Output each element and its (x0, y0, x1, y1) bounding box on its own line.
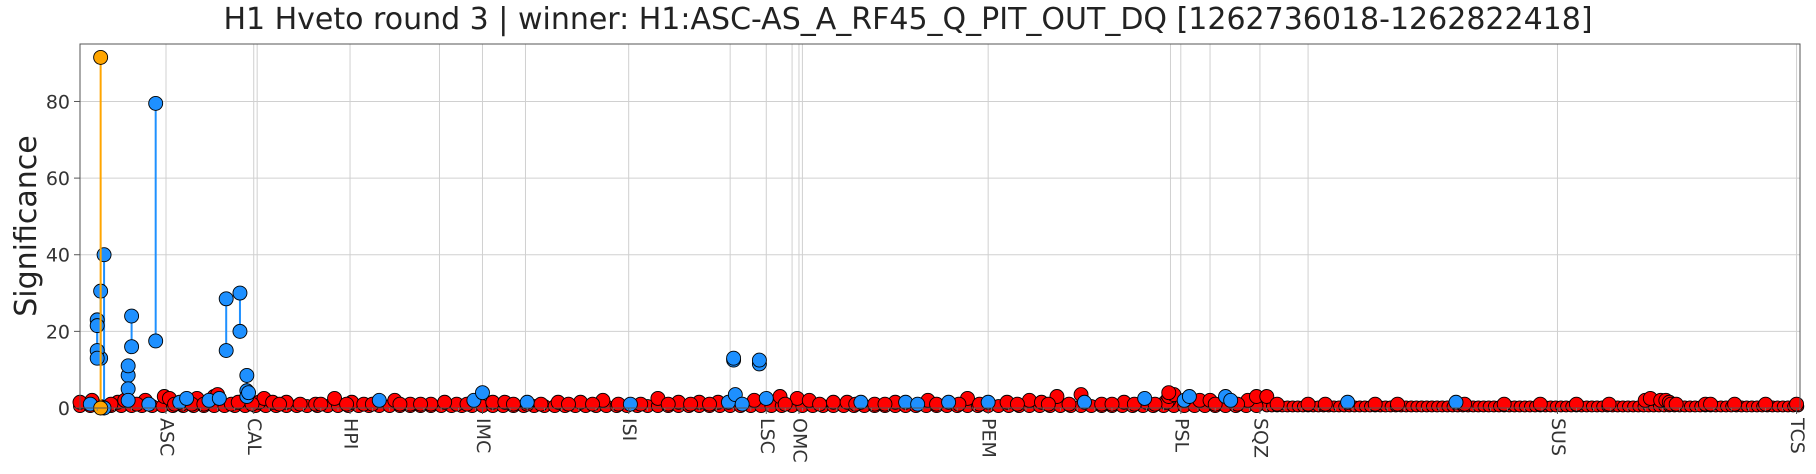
current-round-point (1181, 389, 1197, 404)
previous-round-point (683, 396, 699, 412)
previous-round-point (413, 396, 429, 412)
previous-round-point (1009, 396, 1025, 412)
previous-round-point (1727, 396, 1743, 412)
y-axis-label: Significance (9, 135, 44, 317)
current-round-point (120, 392, 136, 408)
x-tick-label-hpi: HPI (340, 418, 362, 449)
x-tick-label-sus: SUS (1547, 418, 1569, 456)
previous-round-point (392, 396, 408, 412)
current-round-point (519, 394, 535, 410)
current-round-point (120, 358, 136, 374)
current-round-point (89, 318, 105, 334)
current-round-point (179, 390, 195, 406)
x-tick-label-psl: PSL (1170, 418, 1192, 453)
previous-round-point (533, 396, 549, 412)
current-round-points (82, 95, 1464, 416)
previous-round-point (1532, 396, 1548, 412)
y-tick-label: 0 (58, 398, 70, 420)
previous-round-point (505, 396, 521, 412)
x-tick-label-lsc: LSC (756, 418, 778, 454)
previous-round-points (72, 385, 1805, 414)
y-tick-label: 20 (46, 321, 70, 343)
current-round-point (475, 385, 490, 401)
x-tick-label-tcs: TCS (1786, 417, 1808, 454)
x-tick-label-isi: ISI (618, 418, 640, 441)
x-tick-label-sqz: SQZ (1249, 418, 1271, 458)
current-round-point (941, 394, 957, 410)
previous-round-point (561, 396, 576, 412)
current-round-point (124, 308, 140, 324)
current-round-point-before (232, 323, 248, 339)
current-round-point (371, 392, 387, 408)
current-round-point (853, 394, 869, 410)
previous-round-point (1496, 396, 1512, 412)
chart-title: H1 Hveto round 3 | winner: H1:ASC-AS_A_R… (223, 2, 1593, 37)
previous-round-point (1390, 396, 1405, 412)
previous-round-point (272, 396, 287, 412)
winner-point (93, 49, 109, 65)
previous-round-point (1269, 396, 1285, 412)
current-round-point (980, 394, 996, 410)
previous-round-point (1061, 396, 1077, 412)
previous-round-point (1668, 396, 1684, 412)
x-tick-label-pem: PEM (978, 418, 1000, 458)
current-round-point (726, 350, 742, 366)
previous-round-point (877, 396, 893, 412)
y-tick-label: 60 (46, 168, 70, 190)
current-round-point (1223, 392, 1239, 408)
current-round-point (239, 367, 255, 383)
current-round-point (218, 291, 234, 307)
current-round-point (734, 396, 750, 412)
plot-frame (79, 43, 1801, 409)
previous-round-point (1601, 396, 1617, 412)
current-round-point (232, 285, 248, 301)
previous-round-point (1703, 396, 1719, 412)
previous-round-point (702, 396, 717, 412)
current-round-point-before (124, 339, 140, 355)
previous-round-point (1259, 389, 1275, 404)
previous-round-point (1317, 396, 1333, 412)
current-round-point (241, 385, 257, 401)
x-tick-label-cal: CAL (243, 418, 265, 455)
x-tick-label-asc: ASC (156, 418, 178, 456)
current-round-point (751, 352, 767, 368)
current-round-point (96, 247, 112, 263)
current-round-point-before (148, 333, 164, 349)
previous-round-point (585, 396, 601, 412)
current-round-point (1340, 394, 1356, 410)
y-tick-label: 80 (46, 91, 70, 113)
previous-round-point (292, 396, 308, 412)
previous-round-point (660, 396, 676, 412)
current-round-point (1448, 394, 1464, 410)
x-axis-ticks: ASC CAL HPI IMC ISI LSC OMC PEM PSL SQZ SUS TCS (79, 408, 1808, 463)
y-tick-label: 40 (46, 245, 70, 267)
current-round-point (211, 390, 227, 406)
x-tick-label-omc: OMC (788, 418, 810, 463)
stem-layer (96, 103, 761, 408)
current-round-point (1077, 394, 1092, 410)
current-round-point-before (218, 343, 234, 358)
previous-round-point (339, 396, 355, 412)
current-round-point (1137, 390, 1153, 406)
previous-round-point (327, 390, 343, 406)
previous-round-point (437, 394, 453, 410)
current-round-point (758, 390, 774, 406)
previous-round-point (825, 394, 841, 410)
previous-round-point (1161, 385, 1177, 401)
y-axis-ticks: 0 20 40 60 80 (46, 91, 80, 420)
grid-layer (80, 44, 1801, 409)
current-round-point (148, 95, 164, 111)
previous-round-point (1300, 396, 1316, 412)
current-round-point-before (89, 350, 105, 366)
x-tick-label-imc: IMC (472, 418, 494, 453)
